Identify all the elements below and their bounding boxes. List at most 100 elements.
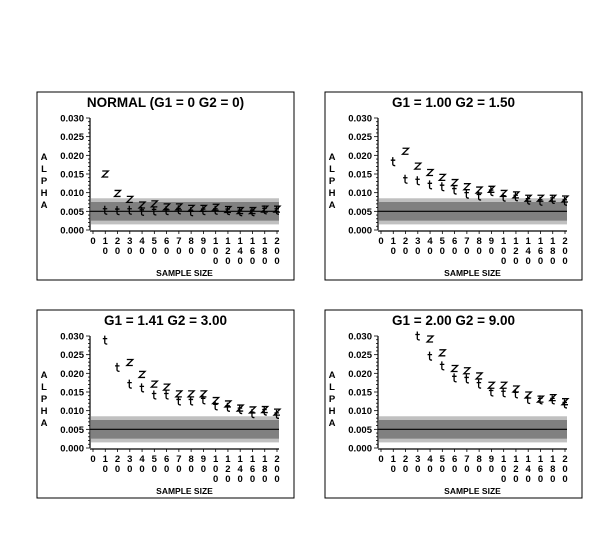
x-tick-label-digit: 0	[152, 464, 157, 475]
x-tick-label-digit: 0	[274, 246, 279, 257]
x-tick-label-digit: 1	[513, 236, 519, 247]
data-point-z	[450, 364, 460, 373]
x-tick-label: 0	[378, 236, 383, 247]
x-tick-label-digit: 0	[489, 464, 494, 475]
data-point-t	[537, 395, 543, 405]
x-tick-label-digit: 0	[90, 454, 95, 465]
x-tick-label-digit: 6	[164, 454, 169, 465]
x-tick-label-digit: 1	[526, 454, 532, 465]
data-point-t	[115, 206, 120, 216]
x-tick-label-digit: 8	[476, 454, 481, 465]
x-tick-label-digit: 0	[250, 256, 255, 267]
x-tick-label-digit: 1	[250, 454, 256, 465]
x-axis-label: SAMPLE SIZE	[156, 486, 213, 496]
data-point-z	[437, 349, 447, 357]
x-tick-label-digit: 0	[274, 474, 279, 485]
x-tick-label-digit: 0	[501, 464, 506, 475]
x-axis-label: SAMPLE SIZE	[156, 268, 213, 278]
x-tick-label-digit: 0	[262, 474, 267, 485]
x-tick-label-digit: 0	[501, 246, 506, 257]
data-point-z	[112, 189, 123, 198]
x-tick-label-digit: 1	[391, 454, 397, 465]
y-axis-label: ALPHA	[39, 370, 50, 430]
x-tick-label-digit: 4	[427, 236, 433, 247]
data-point-z	[425, 168, 435, 177]
x-tick-label-digit: 2	[403, 236, 408, 247]
y-tick-label: 0.000	[348, 226, 372, 237]
data-point-t	[188, 396, 194, 406]
x-tick-label-digit: 0	[103, 464, 108, 475]
x-tick-label-digit: 1	[501, 454, 507, 465]
x-tick-label-digit: 0	[103, 246, 108, 257]
x-tick-label-digit: 0	[415, 246, 420, 257]
data-point-t	[439, 182, 445, 192]
x-tick-label-digit: 6	[250, 246, 255, 257]
x-tick-label-digit: 4	[139, 236, 145, 247]
data-point-t	[200, 206, 206, 216]
data-point-t	[249, 207, 255, 217]
x-tick-label-digit: 9	[489, 454, 494, 465]
data-point-t	[439, 361, 445, 371]
x-axis-label: SAMPLE SIZE	[444, 268, 501, 278]
x-tick-label-digit: 7	[464, 236, 469, 247]
data-point-t	[237, 207, 243, 217]
x-tick-label-digit: 0	[115, 246, 120, 257]
x-tick-label-digit: 0	[274, 464, 279, 475]
x-tick-label-digit: 0	[427, 246, 432, 257]
x-tick-label-digit: 0	[526, 474, 531, 485]
x-tick-label-digit: 0	[513, 474, 518, 485]
x-tick-label-digit: 6	[452, 454, 457, 465]
data-point-t	[415, 331, 420, 341]
y-tick-label: 0.030	[348, 332, 372, 343]
x-tick-label-digit: 0	[464, 246, 469, 257]
x-tick-label-digit: 0	[501, 256, 506, 267]
data-point-t	[262, 406, 267, 416]
data-point-t	[139, 206, 145, 216]
x-tick-label-digit: 0	[538, 474, 543, 485]
panel-frame	[324, 309, 583, 499]
x-tick-label-digit: 0	[213, 256, 218, 267]
data-point-z	[400, 147, 411, 155]
x-tick-label-digit: 0	[562, 256, 567, 267]
data-point-t	[525, 195, 531, 205]
x-tick-label-digit: 0	[188, 464, 193, 475]
data-point-t	[464, 189, 469, 199]
data-point-t	[102, 335, 108, 345]
x-tick-label-digit: 3	[415, 454, 420, 465]
x-tick-label-digit: 0	[440, 246, 445, 257]
x-tick-label-digit: 0	[550, 256, 555, 267]
data-point-t	[274, 409, 280, 420]
x-tick-label-digit: 1	[550, 454, 556, 465]
x-tick-label-digit: 0	[164, 464, 169, 475]
x-tick-label-digit: 6	[538, 464, 543, 475]
y-tick-label: 0.030	[60, 114, 84, 125]
data-point-t	[213, 401, 218, 411]
x-tick-label-digit: 6	[250, 464, 255, 475]
x-tick-label-digit: 0	[378, 454, 383, 465]
data-point-z	[162, 383, 172, 391]
x-tick-label-digit: 0	[513, 256, 518, 267]
y-tick-label: 0.005	[60, 207, 84, 218]
x-tick-label-digit: 2	[562, 454, 567, 465]
